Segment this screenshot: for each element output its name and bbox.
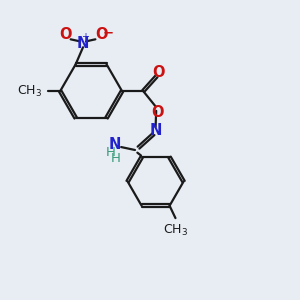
- Text: H: H: [110, 152, 120, 165]
- Text: −: −: [102, 26, 113, 39]
- Text: CH$_3$: CH$_3$: [17, 84, 43, 99]
- Text: H: H: [106, 146, 116, 159]
- Text: O: O: [59, 27, 72, 42]
- Text: N: N: [77, 36, 89, 51]
- Text: O: O: [151, 105, 163, 120]
- Text: N: N: [149, 123, 162, 138]
- Text: +: +: [81, 32, 89, 42]
- Text: N: N: [109, 137, 122, 152]
- Text: CH$_3$: CH$_3$: [164, 224, 189, 238]
- Text: O: O: [153, 65, 165, 80]
- Text: O: O: [95, 27, 107, 42]
